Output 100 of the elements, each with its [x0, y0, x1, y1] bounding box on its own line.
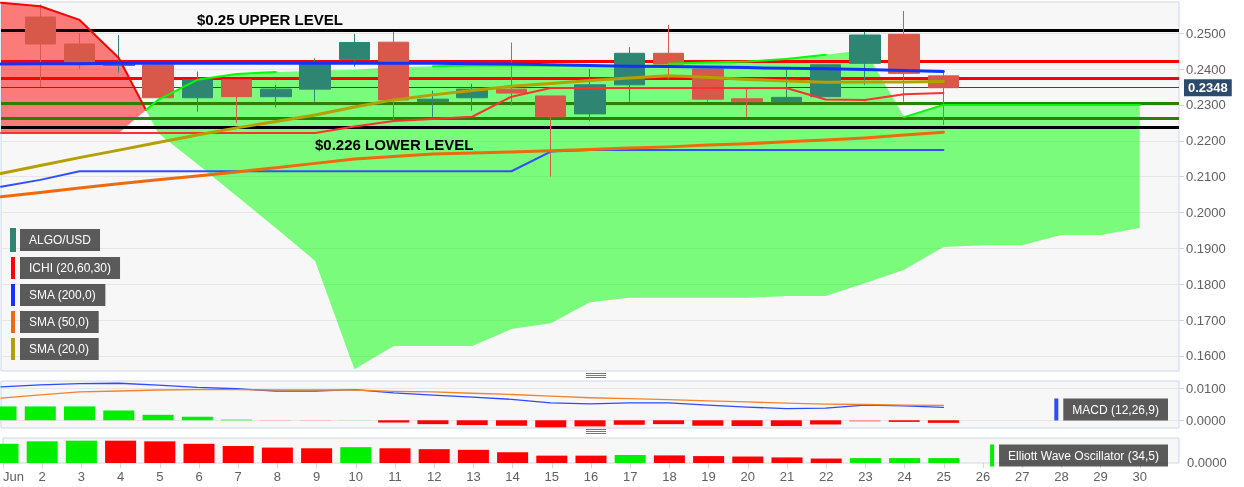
legend-label: SMA (50,0): [29, 315, 90, 329]
line-series: [0, 61, 945, 74]
line-series: [0, 149, 945, 188]
bar: [614, 454, 646, 463]
bar: [692, 420, 724, 426]
legend-label: ICHI (20,60,30): [29, 261, 112, 275]
x-tick-label: 24: [897, 469, 912, 484]
bar: [24, 406, 56, 421]
x-tick-label: 2: [38, 469, 46, 484]
bar: [456, 420, 488, 426]
bar: [26, 441, 58, 463]
line-series: [0, 389, 945, 407]
bar: [653, 420, 685, 425]
candlestick: [417, 90, 449, 118]
bar: [183, 443, 215, 463]
x-tick-label: 3: [77, 469, 86, 484]
bar: [535, 420, 567, 428]
bar: [653, 455, 685, 463]
legend-label: MACD (12,26,9): [1072, 402, 1160, 417]
bar: [379, 448, 411, 463]
x-tick-label: 30: [1132, 469, 1148, 484]
candlestick: [339, 33, 370, 68]
bar: [417, 420, 449, 425]
x-tick-label: 14: [505, 469, 520, 484]
bar: [301, 448, 333, 463]
bar: [928, 458, 960, 463]
candlestick: [182, 71, 213, 113]
bar: [64, 406, 96, 421]
candlestick: [142, 63, 174, 99]
x-tick-label: Jun: [3, 469, 24, 484]
x-tick-label: 29: [1093, 469, 1108, 484]
y-tick-label: 0.1700: [1186, 312, 1226, 328]
x-tick-label: 5: [156, 469, 164, 484]
x-tick-label: 6: [195, 469, 203, 484]
bar: [613, 420, 645, 425]
bar: [340, 447, 372, 463]
y-tick-label: 0.2100: [1186, 169, 1226, 185]
bar: [142, 414, 174, 421]
line-series: [0, 87, 945, 134]
x-tick-label: 23: [858, 469, 873, 484]
y-tick-label: 0.2200: [1186, 133, 1226, 149]
candlestick: [64, 32, 95, 70]
ref-line-label: 0.2348: [1188, 80, 1228, 96]
x-tick-label: 16: [583, 469, 599, 484]
bar: [103, 410, 135, 421]
x-tick-label: 9: [312, 469, 321, 484]
x-tick-label: 25: [936, 469, 952, 484]
y-tick-label: 0.1900: [1186, 240, 1226, 256]
y-tick-label: 0.0000: [1186, 412, 1226, 428]
candlestick: [535, 95, 566, 178]
x-tick-label: 15: [544, 469, 560, 484]
x-tick-label: 28: [1054, 469, 1069, 484]
candlestick: [849, 31, 881, 86]
x-tick-label: 4: [116, 469, 125, 484]
y-tick-label: 0.0100: [1186, 380, 1226, 396]
x-tick-label: 8: [273, 469, 282, 484]
bar: [574, 420, 606, 427]
line-series: [0, 74, 945, 175]
legend-label: Elliott Wave Oscillator (34,5): [1008, 448, 1160, 463]
legend-label: SMA (20,0): [29, 342, 90, 356]
bar: [144, 441, 176, 463]
bar: [771, 457, 803, 463]
x-tick-label: 10: [348, 469, 364, 484]
x-tick-label: 17: [622, 469, 638, 484]
y-tick-label: 0.1600: [1186, 348, 1226, 364]
bar: [927, 420, 959, 423]
line-series: [0, 130, 945, 199]
candlestick: [731, 88, 763, 118]
legend-label: ALGO/USD: [29, 233, 92, 247]
bar: [732, 456, 764, 463]
y-tick-label: 0.2300: [1186, 97, 1226, 113]
y-tick-label: 0.1800: [1186, 276, 1226, 292]
candlestick: [221, 79, 252, 124]
x-tick-label: 20: [740, 469, 756, 484]
bar: [889, 458, 921, 463]
x-tick-label: 7: [234, 469, 242, 484]
y-tick-label: 0.2000: [1186, 205, 1226, 220]
bar: [810, 458, 842, 463]
candlestick: [574, 68, 606, 122]
x-tick-label: 22: [818, 469, 834, 484]
candlestick: [299, 57, 331, 103]
bar: [693, 456, 725, 463]
x-tick-label: 19: [701, 469, 716, 484]
x-tick-label: 12: [426, 469, 442, 484]
bar: [222, 446, 254, 463]
bar: [105, 440, 137, 463]
bar: [770, 420, 802, 427]
x-tick-label: 27: [1014, 469, 1030, 484]
x-tick-label: 13: [466, 469, 481, 484]
legend-label: SMA (200,0): [29, 288, 96, 302]
candlestick: [378, 31, 409, 123]
x-tick-label: 26: [975, 469, 991, 484]
bar: [731, 420, 763, 427]
bar: [497, 452, 529, 463]
annotation: $0.226 LOWER LEVEL: [315, 136, 474, 153]
x-tick-label: 21: [779, 469, 795, 484]
bar: [65, 440, 97, 463]
bar: [378, 420, 410, 423]
bar: [575, 455, 607, 463]
line-series: [0, 382, 945, 410]
